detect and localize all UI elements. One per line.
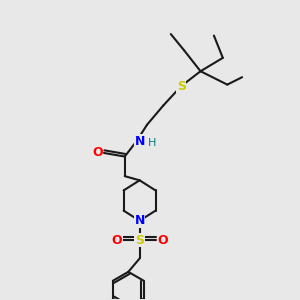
Text: O: O (157, 234, 168, 247)
Text: H: H (148, 139, 156, 148)
Text: O: O (111, 234, 122, 247)
Text: O: O (92, 146, 103, 160)
Text: N: N (134, 214, 145, 227)
Text: N: N (135, 135, 146, 148)
Text: S: S (177, 80, 186, 93)
Text: S: S (135, 234, 144, 247)
